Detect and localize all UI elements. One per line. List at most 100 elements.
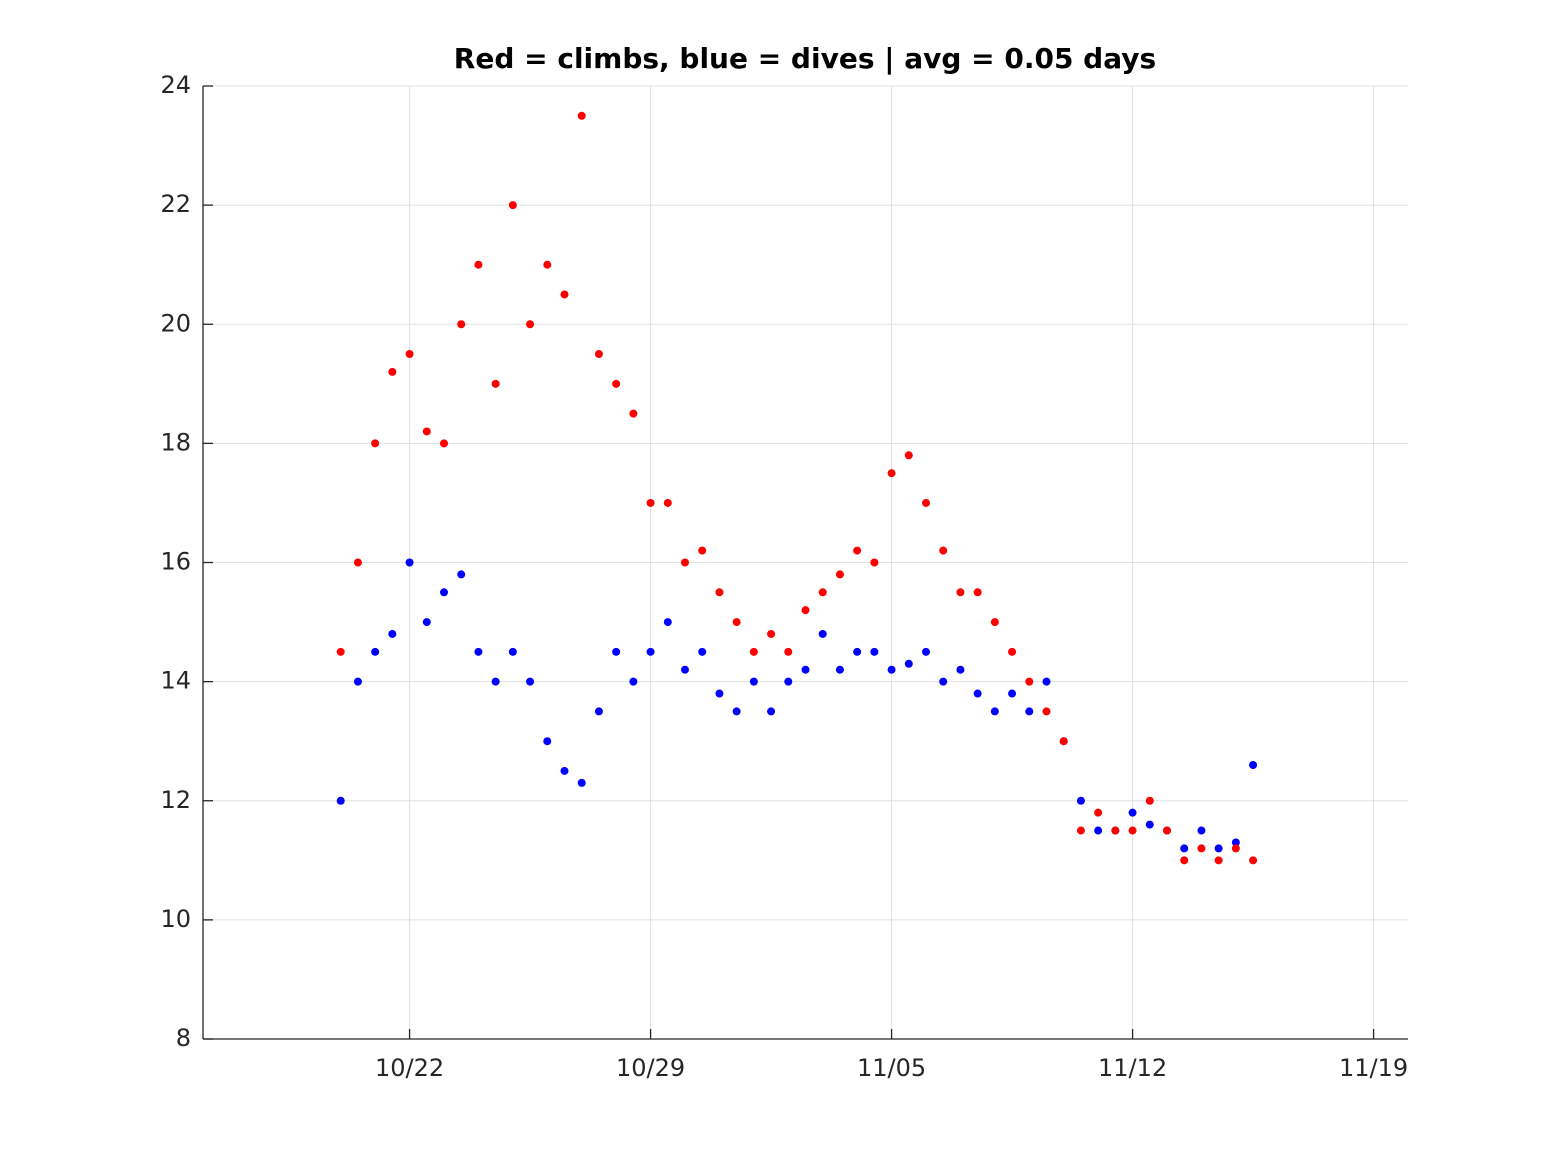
data-point <box>629 677 638 686</box>
data-point <box>440 439 448 448</box>
y-tick-label: 18 <box>160 428 191 456</box>
y-tick-label: 12 <box>160 786 191 814</box>
data-point <box>818 588 827 597</box>
data-point <box>543 737 552 746</box>
data-point <box>990 618 999 627</box>
data-point <box>508 201 517 210</box>
data-point <box>1111 826 1120 835</box>
data-point <box>956 665 965 674</box>
y-tick-label: 8 <box>176 1024 191 1052</box>
data-point <box>646 498 655 507</box>
x-tick-label: 11/12 <box>1098 1054 1167 1082</box>
data-point <box>1180 856 1189 865</box>
data-point <box>663 498 672 507</box>
data-point <box>371 647 380 656</box>
data-point <box>1076 826 1085 835</box>
data-point <box>1094 826 1103 835</box>
data-point <box>818 629 827 638</box>
data-point <box>681 665 689 674</box>
data-point <box>784 677 793 686</box>
x-tick-label: 10/29 <box>616 1054 685 1082</box>
data-point <box>422 618 431 627</box>
data-point <box>801 606 810 615</box>
data-point <box>887 469 896 478</box>
chart-title: Red = climbs, blue = dives | avg = 0.05 … <box>454 42 1156 75</box>
data-point <box>491 379 500 388</box>
data-point <box>1042 677 1051 686</box>
data-point <box>1197 844 1206 853</box>
data-point <box>474 260 483 269</box>
data-point <box>1025 677 1034 686</box>
data-point <box>1214 856 1223 865</box>
data-point <box>1197 826 1206 835</box>
data-point <box>526 320 535 329</box>
data-point <box>1145 796 1154 805</box>
data-point <box>973 588 982 597</box>
y-tick-label: 16 <box>160 548 191 576</box>
data-point <box>612 379 621 388</box>
data-point <box>1249 761 1258 770</box>
data-point <box>853 546 862 555</box>
data-point <box>767 629 776 638</box>
y-tick-label: 14 <box>160 667 191 695</box>
data-point <box>594 350 603 359</box>
data-point <box>956 588 965 597</box>
data-point <box>577 778 586 787</box>
data-point <box>887 665 896 674</box>
data-point <box>853 647 862 656</box>
data-point <box>1042 707 1051 716</box>
data-point <box>388 629 397 638</box>
data-point <box>715 689 724 698</box>
data-point <box>1214 844 1223 853</box>
data-point <box>922 647 930 656</box>
data-point <box>749 677 758 686</box>
data-point <box>388 367 397 376</box>
data-point <box>336 647 345 656</box>
data-point <box>904 659 913 668</box>
data-point <box>904 451 913 460</box>
data-point <box>646 647 655 656</box>
data-point <box>990 707 999 716</box>
data-point <box>508 647 517 656</box>
data-point <box>835 665 844 674</box>
data-point <box>474 647 483 656</box>
data-point <box>1128 826 1137 835</box>
data-point <box>612 647 621 656</box>
data-point <box>526 677 535 686</box>
data-point <box>440 588 448 597</box>
data-point <box>698 546 707 555</box>
data-point <box>1128 808 1137 817</box>
data-point <box>336 796 345 805</box>
data-point <box>1025 707 1034 716</box>
data-point <box>1076 796 1085 805</box>
data-point <box>353 558 362 567</box>
data-point <box>1249 856 1258 865</box>
data-point <box>973 689 982 698</box>
data-point <box>457 570 466 579</box>
data-point <box>681 558 689 567</box>
data-point <box>1180 844 1189 853</box>
data-point <box>543 260 552 269</box>
data-point <box>732 618 741 627</box>
data-point <box>405 558 414 567</box>
data-point <box>715 588 724 597</box>
data-point <box>405 350 414 359</box>
data-point <box>1094 808 1103 817</box>
data-point <box>1163 826 1171 835</box>
data-point <box>732 707 741 716</box>
data-point <box>1059 737 1068 746</box>
y-tick-label: 10 <box>160 905 191 933</box>
data-point <box>801 665 810 674</box>
data-point <box>1008 689 1017 698</box>
data-point <box>835 570 844 579</box>
data-point <box>594 707 603 716</box>
data-point <box>560 290 569 299</box>
data-point <box>491 677 500 686</box>
x-tick-label: 10/22 <box>375 1054 444 1082</box>
data-point <box>784 647 793 656</box>
x-tick-label: 11/05 <box>857 1054 926 1082</box>
data-point <box>663 618 672 627</box>
data-point <box>870 558 879 567</box>
